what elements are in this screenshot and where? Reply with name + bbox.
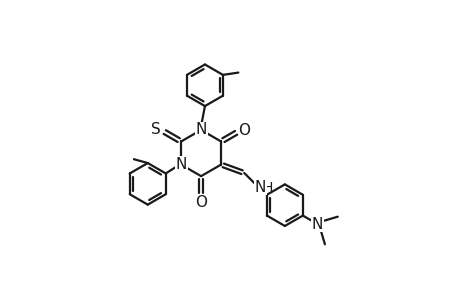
Text: N: N bbox=[195, 122, 207, 137]
Text: N: N bbox=[311, 217, 323, 232]
Text: O: O bbox=[237, 123, 249, 138]
Text: H: H bbox=[263, 181, 273, 195]
Text: N: N bbox=[175, 157, 186, 172]
Text: O: O bbox=[195, 195, 207, 210]
Text: S: S bbox=[151, 122, 161, 137]
Text: N: N bbox=[254, 179, 266, 194]
